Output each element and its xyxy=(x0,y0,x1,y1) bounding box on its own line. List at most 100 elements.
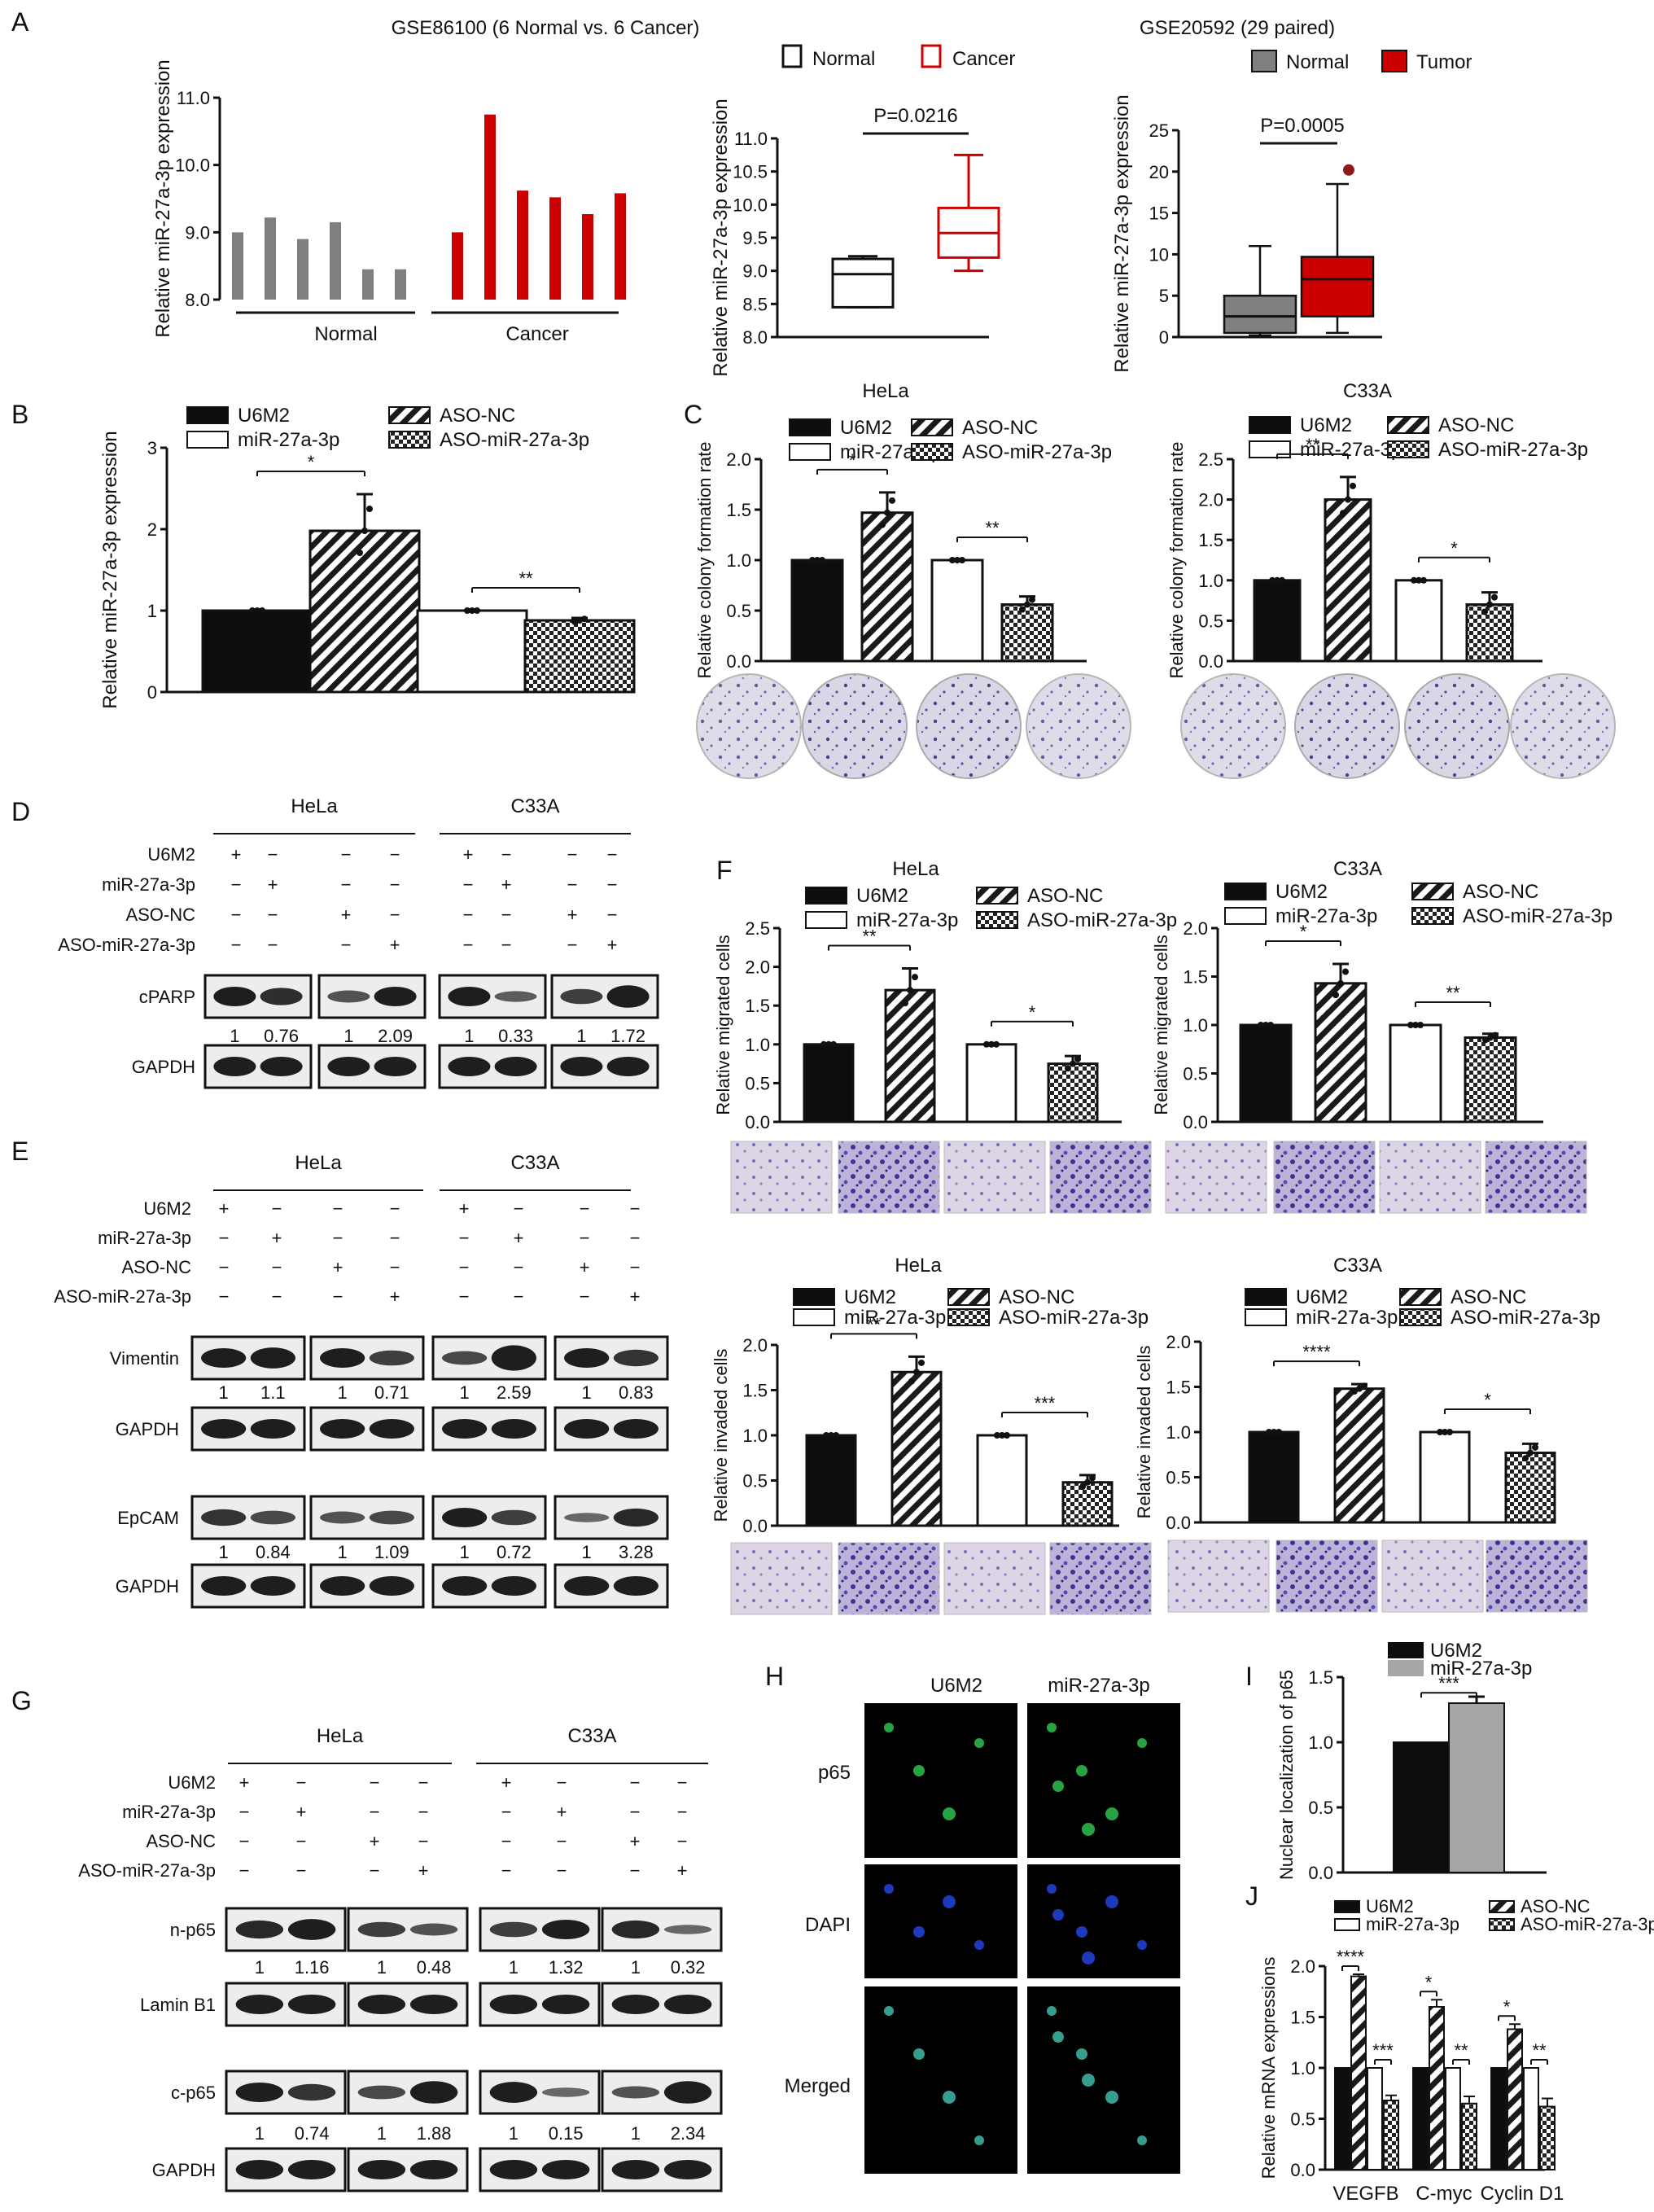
legend-label: U6M2 xyxy=(856,885,908,907)
cell-signal xyxy=(884,2006,894,2016)
y-tick-label: 1.5 xyxy=(1166,1378,1191,1398)
replicate-point xyxy=(1417,1022,1424,1028)
row-label: DAPI xyxy=(805,1914,851,1936)
plus-sign: + xyxy=(231,844,242,865)
colony-dish xyxy=(1180,673,1286,779)
legend-swatch xyxy=(186,431,229,449)
bar xyxy=(1504,1452,1556,1524)
protein-band xyxy=(541,1995,590,2014)
bar xyxy=(1324,498,1372,663)
minus-sign: − xyxy=(501,1860,512,1881)
minus-sign: − xyxy=(677,1802,688,1822)
y-tick-label: 15 xyxy=(1149,204,1169,224)
legend-label: ASO-miR-27a-3p xyxy=(1438,439,1588,461)
replicate-point xyxy=(254,607,260,614)
minus-sign: − xyxy=(607,844,618,865)
bar xyxy=(890,1370,943,1527)
protein-band xyxy=(320,1348,365,1368)
significance-label: * xyxy=(849,450,856,471)
legend-label: Cancer xyxy=(952,48,1015,70)
y-tick-label: 1.5 xyxy=(1183,967,1208,988)
minus-sign: − xyxy=(630,1228,641,1248)
y-tick-label: 2.0 xyxy=(745,957,770,978)
replicate-point xyxy=(884,509,890,516)
protein-band xyxy=(213,1057,256,1076)
bar xyxy=(1523,2067,1539,2170)
protein-band xyxy=(663,1995,712,2014)
band-label: GAPDH xyxy=(116,1419,179,1439)
treatment-label: ASO-NC xyxy=(125,905,195,925)
treatment-label: ASO-miR-27a-3p xyxy=(78,1860,216,1881)
y-tick-label: 11.0 xyxy=(734,129,768,149)
protein-band xyxy=(494,991,537,1002)
significance-label: ** xyxy=(862,926,877,947)
legend-swatch xyxy=(1411,883,1454,900)
y-tick-label: 0 xyxy=(147,682,157,703)
x-tick-label: VEGFB xyxy=(1332,2183,1398,2205)
y-tick-label: 0.0 xyxy=(1198,651,1223,672)
minus-sign: − xyxy=(370,1772,380,1793)
protein-band xyxy=(369,1350,414,1366)
replicate-point xyxy=(908,1378,915,1385)
legend-swatch xyxy=(186,406,229,424)
bar xyxy=(1539,2105,1556,2170)
bar xyxy=(523,619,636,694)
plus-sign: + xyxy=(370,1831,380,1851)
bar xyxy=(330,221,341,300)
band-quantification: 1 xyxy=(631,2123,641,2144)
legend-swatch xyxy=(1224,907,1267,925)
minus-sign: − xyxy=(630,1772,641,1793)
treatment-label: U6M2 xyxy=(143,1198,191,1219)
minus-sign: − xyxy=(580,1198,590,1219)
band-quantification: 0.48 xyxy=(417,1957,452,1978)
cell-signal xyxy=(1082,2074,1095,2087)
legend-label: U6M2 xyxy=(844,1286,896,1308)
cell-signal xyxy=(1105,1807,1118,1820)
cell-signal xyxy=(1082,1951,1095,1965)
band-label: GAPDH xyxy=(116,1576,179,1597)
panel-letter-i: I xyxy=(1245,1662,1253,1691)
legend-swatch xyxy=(1387,416,1429,434)
replicate-point xyxy=(994,1432,1000,1439)
band-label: Lamin B1 xyxy=(140,1995,216,2015)
protein-band xyxy=(369,1576,414,1596)
plus-sign: + xyxy=(239,1772,250,1793)
cell-line-label: HeLa xyxy=(295,1152,342,1174)
cell-signal xyxy=(943,1807,956,1820)
y-axis-label: Relative invaded cells xyxy=(711,1349,731,1522)
minus-sign: − xyxy=(501,1802,512,1822)
transwell-image xyxy=(730,1141,833,1214)
micrograph xyxy=(1027,1864,1180,1978)
colony-dish xyxy=(1404,673,1510,779)
treatment-label: U6M2 xyxy=(168,1772,216,1793)
protein-band xyxy=(260,988,303,1005)
legend-label: U6M2 xyxy=(840,417,892,439)
y-tick-label: 8.0 xyxy=(742,327,768,348)
minus-sign: − xyxy=(239,1860,250,1881)
bar xyxy=(1239,1023,1293,1124)
protein-band xyxy=(613,1419,659,1439)
y-tick-label: 1.5 xyxy=(1198,530,1223,550)
minus-sign: − xyxy=(268,905,278,925)
protein-band xyxy=(235,2083,284,2102)
transwell-image xyxy=(1165,1141,1267,1214)
legend-swatch xyxy=(1489,1900,1515,1913)
replicate-point xyxy=(571,618,578,625)
minus-sign: − xyxy=(501,1831,512,1851)
band-quantification: 1 xyxy=(582,1382,592,1403)
y-tick-label: 0 xyxy=(1159,327,1169,348)
protein-band xyxy=(606,985,650,1008)
protein-band xyxy=(250,1347,295,1369)
chart-title: HeLa xyxy=(892,858,939,880)
legend-label: ASO-NC xyxy=(440,405,515,427)
row-label: Merged xyxy=(785,2075,851,2097)
y-tick-label: 0.0 xyxy=(742,1516,768,1536)
plus-sign: + xyxy=(296,1802,307,1822)
minus-sign: − xyxy=(567,935,578,955)
colony-dish xyxy=(802,673,908,779)
y-tick-label: 2.0 xyxy=(1183,918,1208,939)
replicate-point xyxy=(949,557,956,563)
transwell-image xyxy=(1049,1141,1152,1214)
plus-sign: + xyxy=(501,1772,512,1793)
bar xyxy=(1412,2067,1429,2170)
